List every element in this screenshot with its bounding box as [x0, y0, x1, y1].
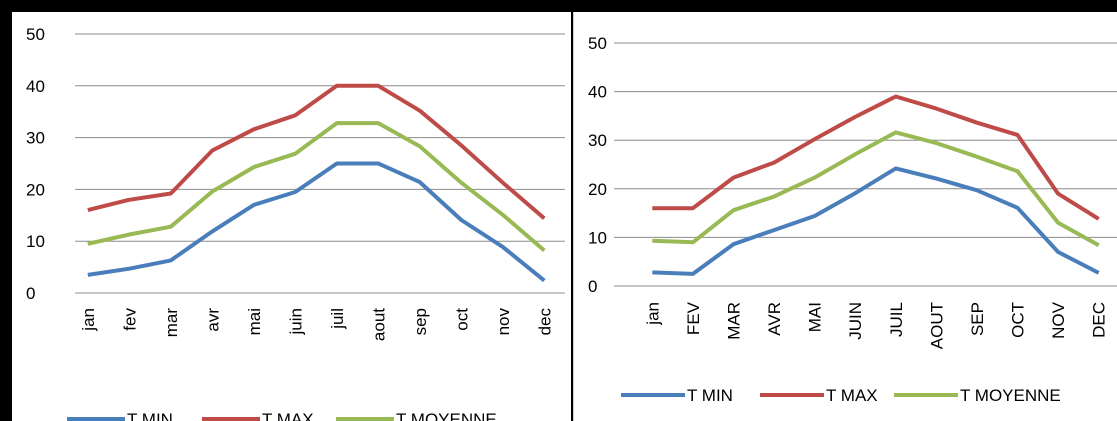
legend-label-t-moyenne: T MOYENNE: [960, 386, 1061, 405]
y-tick-label: 0: [588, 277, 597, 296]
y-tick-label: 10: [588, 228, 607, 247]
y-tick-label: 20: [26, 180, 45, 199]
series-line-t-min: [652, 166, 1100, 276]
x-tick-label: juin: [286, 308, 305, 335]
x-tick-label: SEP: [968, 302, 987, 336]
y-tick-label: 40: [26, 77, 45, 96]
x-tick-label: mar: [162, 308, 181, 338]
legend-label-t-min: T MIN: [127, 410, 173, 421]
y-tick-label: 0: [26, 284, 35, 303]
legend-label-t-moyenne: T MOYENNE: [396, 410, 497, 421]
x-tick-label: fev: [120, 308, 139, 331]
x-tick-label: nov: [494, 308, 513, 336]
legend-label-t-min: T MIN: [687, 386, 733, 405]
x-tick-label: jan: [643, 302, 662, 326]
y-tick-label: 30: [26, 129, 45, 148]
chart-left-panel: 0 10 20 30 40 50 jan fev mar avr mai juin juil aout se…: [12, 12, 571, 421]
legend-label-t-max: T MAX: [826, 386, 878, 405]
chart-right: 0 10 20 30 40 50 jan FEV MAR AVR MAI JUIN JUIL AOUT SE…: [588, 34, 1117, 405]
series-line-t-min: [87, 161, 546, 283]
x-tick-label: avr: [203, 308, 222, 332]
x-tick-label: NOV: [1049, 301, 1068, 339]
series-line-t-moyenne: [87, 121, 546, 253]
chart-left: 0 10 20 30 40 50 jan fev mar avr mai juin juil aout se…: [26, 25, 565, 421]
series-line-t-moyenne: [652, 130, 1100, 247]
x-tick-label: JUIL: [887, 302, 906, 337]
x-tick-label: dec: [535, 308, 554, 336]
x-tick-label: FEV: [684, 301, 703, 335]
x-tick-label: AOUT: [927, 302, 946, 349]
x-tick-label: mai: [245, 308, 264, 335]
series-line-t-max: [652, 94, 1100, 221]
x-tick-label: MAR: [724, 302, 743, 340]
x-tick-label: oct: [452, 308, 471, 331]
y-tick-label: 10: [26, 232, 45, 251]
y-tick-label: 50: [26, 25, 45, 44]
x-tick-label: DEC: [1090, 302, 1109, 338]
chart-right-panel: 0 10 20 30 40 50 jan FEV MAR AVR MAI JUIN JUIL AOUT SE…: [573, 12, 1117, 421]
x-tick-label: OCT: [1009, 302, 1028, 338]
series-line-t-max: [87, 83, 546, 220]
x-tick-label: AVR: [765, 302, 784, 336]
legend-label-t-max: T MAX: [262, 410, 314, 421]
x-tick-label: JUIN: [846, 302, 865, 340]
x-tick-label: sep: [411, 308, 430, 335]
y-tick-label: 40: [588, 83, 607, 102]
y-tick-label: 20: [588, 180, 607, 199]
y-tick-label: 30: [588, 131, 607, 150]
y-tick-label: 50: [588, 34, 607, 53]
x-tick-label: MAI: [806, 302, 825, 332]
x-tick-label: juil: [328, 308, 347, 330]
x-tick-label: jan: [79, 308, 98, 332]
x-tick-label: aout: [369, 308, 388, 341]
